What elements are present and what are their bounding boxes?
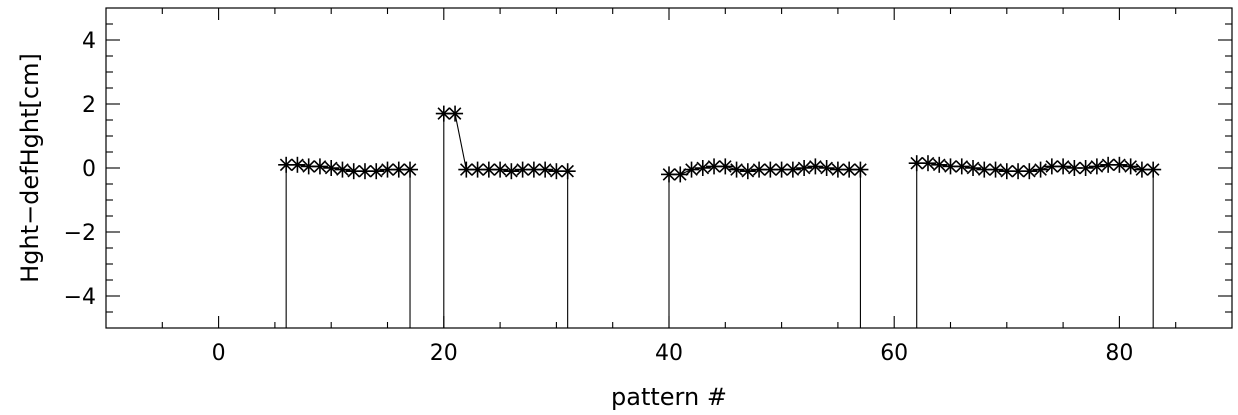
data-point xyxy=(852,161,869,178)
y-tick-label: 2 xyxy=(82,93,96,118)
data-point xyxy=(931,156,948,173)
data-point xyxy=(1021,163,1038,180)
data-point xyxy=(368,163,385,180)
y-axis-label: Hght−defHght[cm] xyxy=(16,53,44,283)
data-point xyxy=(1111,156,1128,173)
data-point xyxy=(379,161,396,178)
data-point xyxy=(435,105,452,122)
data-point xyxy=(311,158,328,175)
data-point xyxy=(942,158,959,175)
series-segment xyxy=(435,105,576,328)
data-point xyxy=(559,163,576,180)
data-point xyxy=(728,161,745,178)
data-point xyxy=(402,161,419,178)
data-point xyxy=(953,158,970,175)
data-point xyxy=(548,163,565,180)
x-axis-label: pattern # xyxy=(611,383,727,411)
y-tick-label: 0 xyxy=(82,157,96,182)
data-point xyxy=(1066,160,1083,176)
series-line xyxy=(668,165,861,328)
x-tick-label: 20 xyxy=(430,341,458,366)
data-point xyxy=(1055,158,1072,175)
x-tick-label: 40 xyxy=(655,341,683,366)
data-point xyxy=(807,158,824,175)
series-line xyxy=(443,113,569,328)
data-point xyxy=(447,105,464,122)
data-point xyxy=(998,163,1015,180)
series-segment xyxy=(908,155,1162,328)
x-tick-label: 60 xyxy=(880,341,908,366)
data-series xyxy=(278,105,1162,328)
data-point xyxy=(1077,160,1094,176)
data-point xyxy=(1032,161,1049,178)
axis-ticks xyxy=(106,8,1232,328)
tick-labels: 0 20 40 60 80 −4 −2 0 2 4 xyxy=(64,29,1134,366)
data-point xyxy=(323,160,340,176)
data-point xyxy=(1088,158,1105,175)
data-point xyxy=(537,161,554,178)
x-tick-label: 0 xyxy=(212,341,226,366)
data-point xyxy=(965,160,982,176)
data-point xyxy=(784,161,801,178)
data-point xyxy=(492,161,509,178)
x-tick-label: 80 xyxy=(1105,341,1133,366)
data-point xyxy=(289,156,306,173)
data-point xyxy=(1133,161,1150,178)
data-point xyxy=(987,161,1004,178)
series-line xyxy=(285,164,411,328)
data-point xyxy=(334,161,351,178)
data-point xyxy=(1010,163,1027,180)
y-tick-label: 4 xyxy=(82,29,96,54)
data-point xyxy=(1145,161,1162,178)
series-segment xyxy=(661,158,869,328)
data-point xyxy=(503,163,520,180)
y-tick-label: −2 xyxy=(64,221,96,246)
data-point xyxy=(1122,158,1139,175)
data-point xyxy=(818,160,835,176)
data-point xyxy=(919,155,936,172)
series-segment xyxy=(278,156,419,328)
data-point xyxy=(739,163,756,180)
data-point xyxy=(694,160,711,176)
data-point xyxy=(717,158,734,175)
y-tick-label: −4 xyxy=(64,285,96,310)
data-point xyxy=(796,160,813,176)
data-point xyxy=(469,161,486,178)
series-line xyxy=(916,162,1154,328)
data-point xyxy=(683,161,700,178)
